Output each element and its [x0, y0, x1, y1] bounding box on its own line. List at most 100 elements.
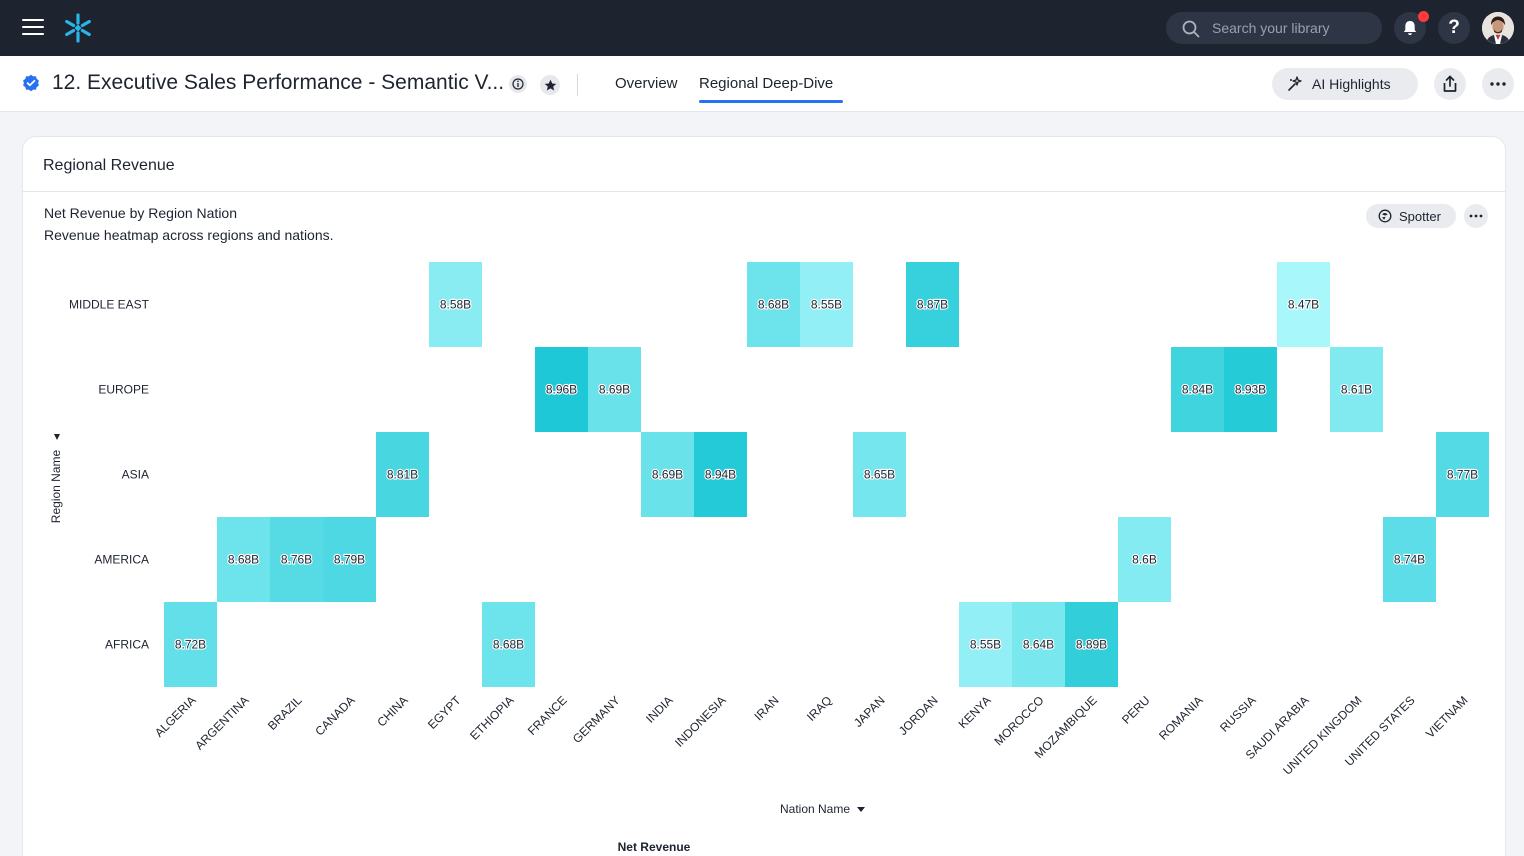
heatmap-cell[interactable] [1383, 517, 1436, 602]
search-box[interactable] [1166, 12, 1382, 44]
search-icon [1182, 20, 1200, 38]
viz-more-options-button[interactable] [1464, 204, 1488, 228]
x-tick-label: ETHIOPIA [467, 693, 517, 743]
heatmap-cell[interactable] [1436, 432, 1489, 517]
heatmap-cell[interactable] [1012, 602, 1065, 687]
legend-title: Net Revenue [618, 840, 691, 854]
y-tick-label: MIDDLE EAST [69, 298, 150, 312]
heatmap-cell[interactable] [429, 262, 482, 347]
heatmap-cell[interactable] [270, 517, 323, 602]
info-icon[interactable] [509, 75, 527, 93]
x-tick-label: JORDAN [896, 693, 941, 738]
heatmap-cell-label: 8.61B [1341, 383, 1372, 397]
heatmap-cell-label: 8.72B [175, 638, 206, 652]
page-title: 12. Executive Sales Performance - Semant… [52, 71, 505, 94]
x-axis-title[interactable]: Nation Name [780, 802, 850, 816]
heatmap-cell-label: 8.96B [546, 383, 577, 397]
x-tick-label: VIETNAM [1423, 693, 1471, 741]
tab-overview[interactable]: Overview [615, 75, 678, 92]
share-button[interactable] [1434, 68, 1466, 100]
y-tick-label: AMERICA [94, 553, 149, 567]
star-glyph-icon [544, 79, 556, 91]
heatmap-cell[interactable] [747, 262, 800, 347]
help-button[interactable]: ? [1438, 12, 1470, 44]
ai-highlights-button[interactable]: AI Highlights [1272, 68, 1418, 100]
heatmap-cell[interactable] [694, 432, 747, 517]
x-tick-label: FRANCE [525, 693, 570, 738]
heatmap-cell[interactable] [1118, 517, 1171, 602]
heatmap-cell[interactable] [376, 432, 429, 517]
heatmap-cell-label: 8.81B [387, 468, 418, 482]
ellipsis-icon [1469, 214, 1483, 218]
heatmap-cell-label: 8.93B [1235, 383, 1266, 397]
heatmap-cell[interactable] [959, 602, 1012, 687]
heatmap-cell[interactable] [588, 347, 641, 432]
viz-title: Net Revenue by Region Nation [44, 205, 238, 221]
spotter-icon [1378, 209, 1392, 223]
y-tick-label: ASIA [122, 468, 149, 482]
heatmap-cell[interactable] [535, 347, 588, 432]
notification-badge [1418, 11, 1429, 22]
heatmap-cell-label: 8.76B [281, 553, 312, 567]
heatmap-cell-label: 8.94B [705, 468, 736, 482]
heatmap-cell[interactable] [853, 432, 906, 517]
card-title: Regional Revenue [43, 157, 175, 174]
x-tick-label: INDIA [643, 693, 676, 726]
y-tick-label: EUROPE [98, 383, 149, 397]
search-input[interactable] [1212, 12, 1372, 44]
heatmap-cell[interactable] [323, 517, 376, 602]
liveboard-header: 12. Executive Sales Performance - Semant… [0, 56, 1524, 112]
heatmap-cell-label: 8.68B [228, 553, 259, 567]
heatmap-cell-label: 8.74B [1394, 553, 1425, 567]
heatmap-cell-label: 8.77B [1447, 468, 1478, 482]
x-tick-label: EGYPT [425, 693, 464, 732]
heatmap-cell-label: 8.84B [1182, 383, 1213, 397]
info-glyph-icon [512, 78, 524, 90]
x-tick-label: BRAZIL [265, 693, 305, 733]
heatmap-cell[interactable] [1224, 347, 1277, 432]
x-tick-label: RUSSIA [1217, 693, 1258, 734]
question-mark-icon: ? [1448, 17, 1460, 38]
heatmap-cell-label: 8.87B [917, 298, 948, 312]
active-tab-indicator [699, 100, 843, 103]
heatmap-cell[interactable] [641, 432, 694, 517]
notifications-button[interactable] [1394, 11, 1429, 44]
viz-subtitle: Revenue heatmap across regions and natio… [44, 227, 334, 243]
heatmap-cell[interactable] [1065, 602, 1118, 687]
heatmap-cell-label: 8.68B [758, 298, 789, 312]
verified-badge-icon [23, 74, 39, 92]
heatmap-cell[interactable] [1171, 347, 1224, 432]
heatmap-cell[interactable] [800, 262, 853, 347]
menu-icon[interactable] [22, 19, 44, 37]
heatmap-cell-label: 8.55B [970, 638, 1001, 652]
x-tick-label: PERU [1119, 693, 1152, 726]
header-divider [577, 74, 578, 96]
heatmap-cell-label: 8.69B [599, 383, 630, 397]
heatmap-cell[interactable] [1330, 347, 1383, 432]
heatmap-cell[interactable] [482, 602, 535, 687]
heatmap-cell-label: 8.6B [1132, 553, 1157, 567]
tab-regional-deep-dive[interactable]: Regional Deep-Dive [699, 75, 834, 92]
heatmap-cell[interactable] [906, 262, 959, 347]
heatmap-cell[interactable] [217, 517, 270, 602]
x-axis-caret-icon[interactable] [857, 807, 865, 812]
heatmap-cell[interactable] [164, 602, 217, 687]
y-axis-caret-icon[interactable] [54, 434, 60, 440]
x-tick-label: JAPAN [851, 693, 888, 730]
heatmap-cell-label: 8.47B [1288, 298, 1319, 312]
x-tick-label: IRAN [751, 693, 781, 723]
x-tick-label: MOROCCO [991, 693, 1046, 748]
heatmap-cell-label: 8.55B [811, 298, 842, 312]
ellipsis-icon [1490, 82, 1506, 86]
heatmap-cell-label: 8.64B [1023, 638, 1054, 652]
more-options-button[interactable] [1482, 68, 1514, 100]
card-divider [23, 191, 1505, 192]
heatmap-cell-label: 8.65B [864, 468, 895, 482]
favorite-star-icon[interactable] [540, 75, 560, 95]
user-avatar[interactable] [1482, 12, 1514, 44]
y-tick-label: AFRICA [105, 638, 149, 652]
snowflake-logo-icon[interactable] [62, 12, 94, 44]
spotter-button[interactable]: Spotter [1366, 204, 1456, 228]
y-axis-title[interactable]: Region Name [49, 449, 63, 523]
heatmap-cell[interactable] [1277, 262, 1330, 347]
